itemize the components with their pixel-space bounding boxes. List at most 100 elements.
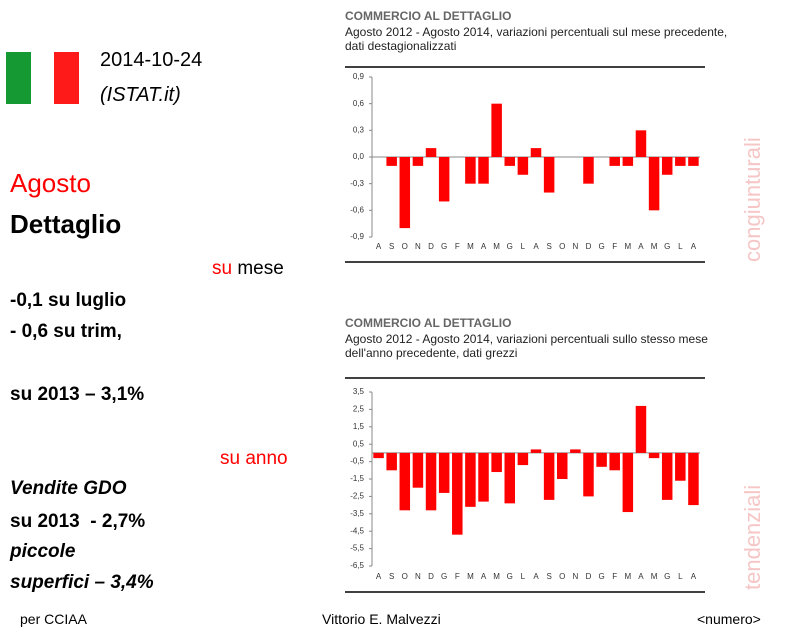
bar	[517, 452, 529, 466]
bar	[609, 452, 620, 471]
source: (ISTAT.it)	[100, 84, 181, 106]
bar	[478, 452, 489, 502]
chart-title: COMMERCIO AL DETTAGLIO	[345, 316, 512, 330]
text-line: -0,1 su luglio	[10, 290, 127, 311]
x-tick-label: M	[625, 242, 632, 251]
y-tick-label: 3,5	[353, 387, 365, 396]
bar	[517, 157, 529, 175]
footer-right: <numero>	[697, 611, 761, 627]
x-tick-label: G	[507, 572, 513, 581]
chart-subtitle: Agosto 2012 - Agosto 2014, variazioni pe…	[345, 332, 708, 360]
x-tick-label: A	[481, 242, 487, 251]
bar	[425, 148, 437, 157]
x-tick-label: F	[612, 242, 617, 251]
chart-subtitle: Agosto 2012 - Agosto 2014, variazioni pe…	[345, 25, 728, 53]
x-tick-label: O	[559, 572, 565, 581]
bar	[465, 452, 476, 507]
x-tick-label: A	[533, 242, 539, 251]
x-tick-label: L	[521, 572, 526, 581]
x-tick-label: M	[651, 572, 658, 581]
bar	[570, 449, 581, 453]
x-tick-label: D	[586, 572, 592, 581]
y-tick-label: 0,3	[353, 125, 365, 134]
x-tick-label: G	[598, 242, 604, 251]
x-tick-label: S	[389, 572, 394, 581]
bar	[675, 452, 686, 481]
x-tick-label: A	[481, 572, 487, 581]
x-tick-label: M	[467, 242, 474, 251]
x-tick-label: O	[559, 242, 565, 251]
x-tick-label: L	[678, 242, 683, 251]
date: 2014-10-24	[100, 49, 203, 71]
bar	[609, 157, 620, 166]
x-tick-label: G	[598, 572, 604, 581]
x-tick-label: F	[455, 572, 460, 581]
y-tick-label: 0,5	[353, 439, 365, 448]
year-label: su anno	[220, 448, 288, 469]
bar	[478, 157, 489, 184]
bar	[556, 452, 568, 479]
bar	[661, 157, 673, 175]
bar	[530, 449, 542, 453]
bar	[373, 452, 384, 459]
x-tick-label: O	[402, 572, 408, 581]
y-tick-label: -1,5	[350, 474, 364, 483]
x-tick-label: G	[664, 242, 670, 251]
x-tick-label: A	[638, 572, 644, 581]
x-tick-label: F	[455, 242, 460, 251]
bar	[504, 452, 516, 504]
bar	[688, 452, 699, 506]
x-tick-label: L	[521, 242, 526, 251]
month-label-b: mese	[237, 258, 284, 279]
x-tick-label: N	[415, 572, 421, 581]
x-tick-label: S	[389, 242, 394, 251]
y-tick-label: 2,5	[353, 405, 365, 414]
text-line: superfici – 3,4%	[10, 572, 154, 593]
y-tick-label: -3,5	[350, 509, 364, 518]
y-tick-label: -5,5	[350, 544, 364, 553]
y-tick-label: 1,5	[353, 422, 365, 431]
bar	[452, 452, 463, 535]
x-tick-label: A	[376, 572, 382, 581]
x-tick-label: G	[507, 242, 513, 251]
x-tick-label: L	[678, 572, 683, 581]
y-tick-label: -0,3	[350, 179, 364, 188]
bar	[504, 157, 516, 166]
x-tick-label: S	[546, 572, 551, 581]
bar	[425, 452, 437, 511]
x-tick-label: G	[441, 242, 447, 251]
bar	[596, 452, 607, 467]
bar	[491, 103, 502, 157]
bar	[543, 157, 555, 193]
bar	[412, 452, 424, 488]
bar	[399, 157, 411, 229]
y-tick-label: -6,5	[350, 561, 364, 570]
x-tick-label: D	[428, 572, 434, 581]
y-tick-label: -0,6	[350, 205, 364, 214]
x-tick-label: A	[691, 572, 697, 581]
y-tick-label: 0,9	[353, 72, 365, 81]
bar	[635, 130, 647, 157]
chart-title: COMMERCIO AL DETTAGLIO	[345, 9, 512, 23]
x-tick-label: A	[533, 572, 539, 581]
bar	[438, 452, 450, 493]
y-tick-label: 0,6	[353, 99, 365, 108]
bar	[399, 452, 411, 511]
y-tick-label: -4,5	[350, 526, 364, 535]
text-line: su 2013 – 3,1%	[10, 384, 145, 405]
x-tick-label: M	[625, 572, 632, 581]
y-tick-label: 0,0	[353, 152, 365, 161]
bar	[386, 452, 397, 471]
bar	[583, 452, 594, 497]
x-tick-label: N	[572, 242, 578, 251]
bar	[583, 157, 594, 184]
month-label-a: su	[212, 258, 233, 279]
bar	[543, 452, 555, 500]
x-tick-label: N	[572, 572, 578, 581]
x-tick-label: M	[493, 572, 500, 581]
heading: Agosto	[10, 168, 91, 198]
bar	[648, 452, 660, 459]
x-tick-label: F	[612, 572, 617, 581]
